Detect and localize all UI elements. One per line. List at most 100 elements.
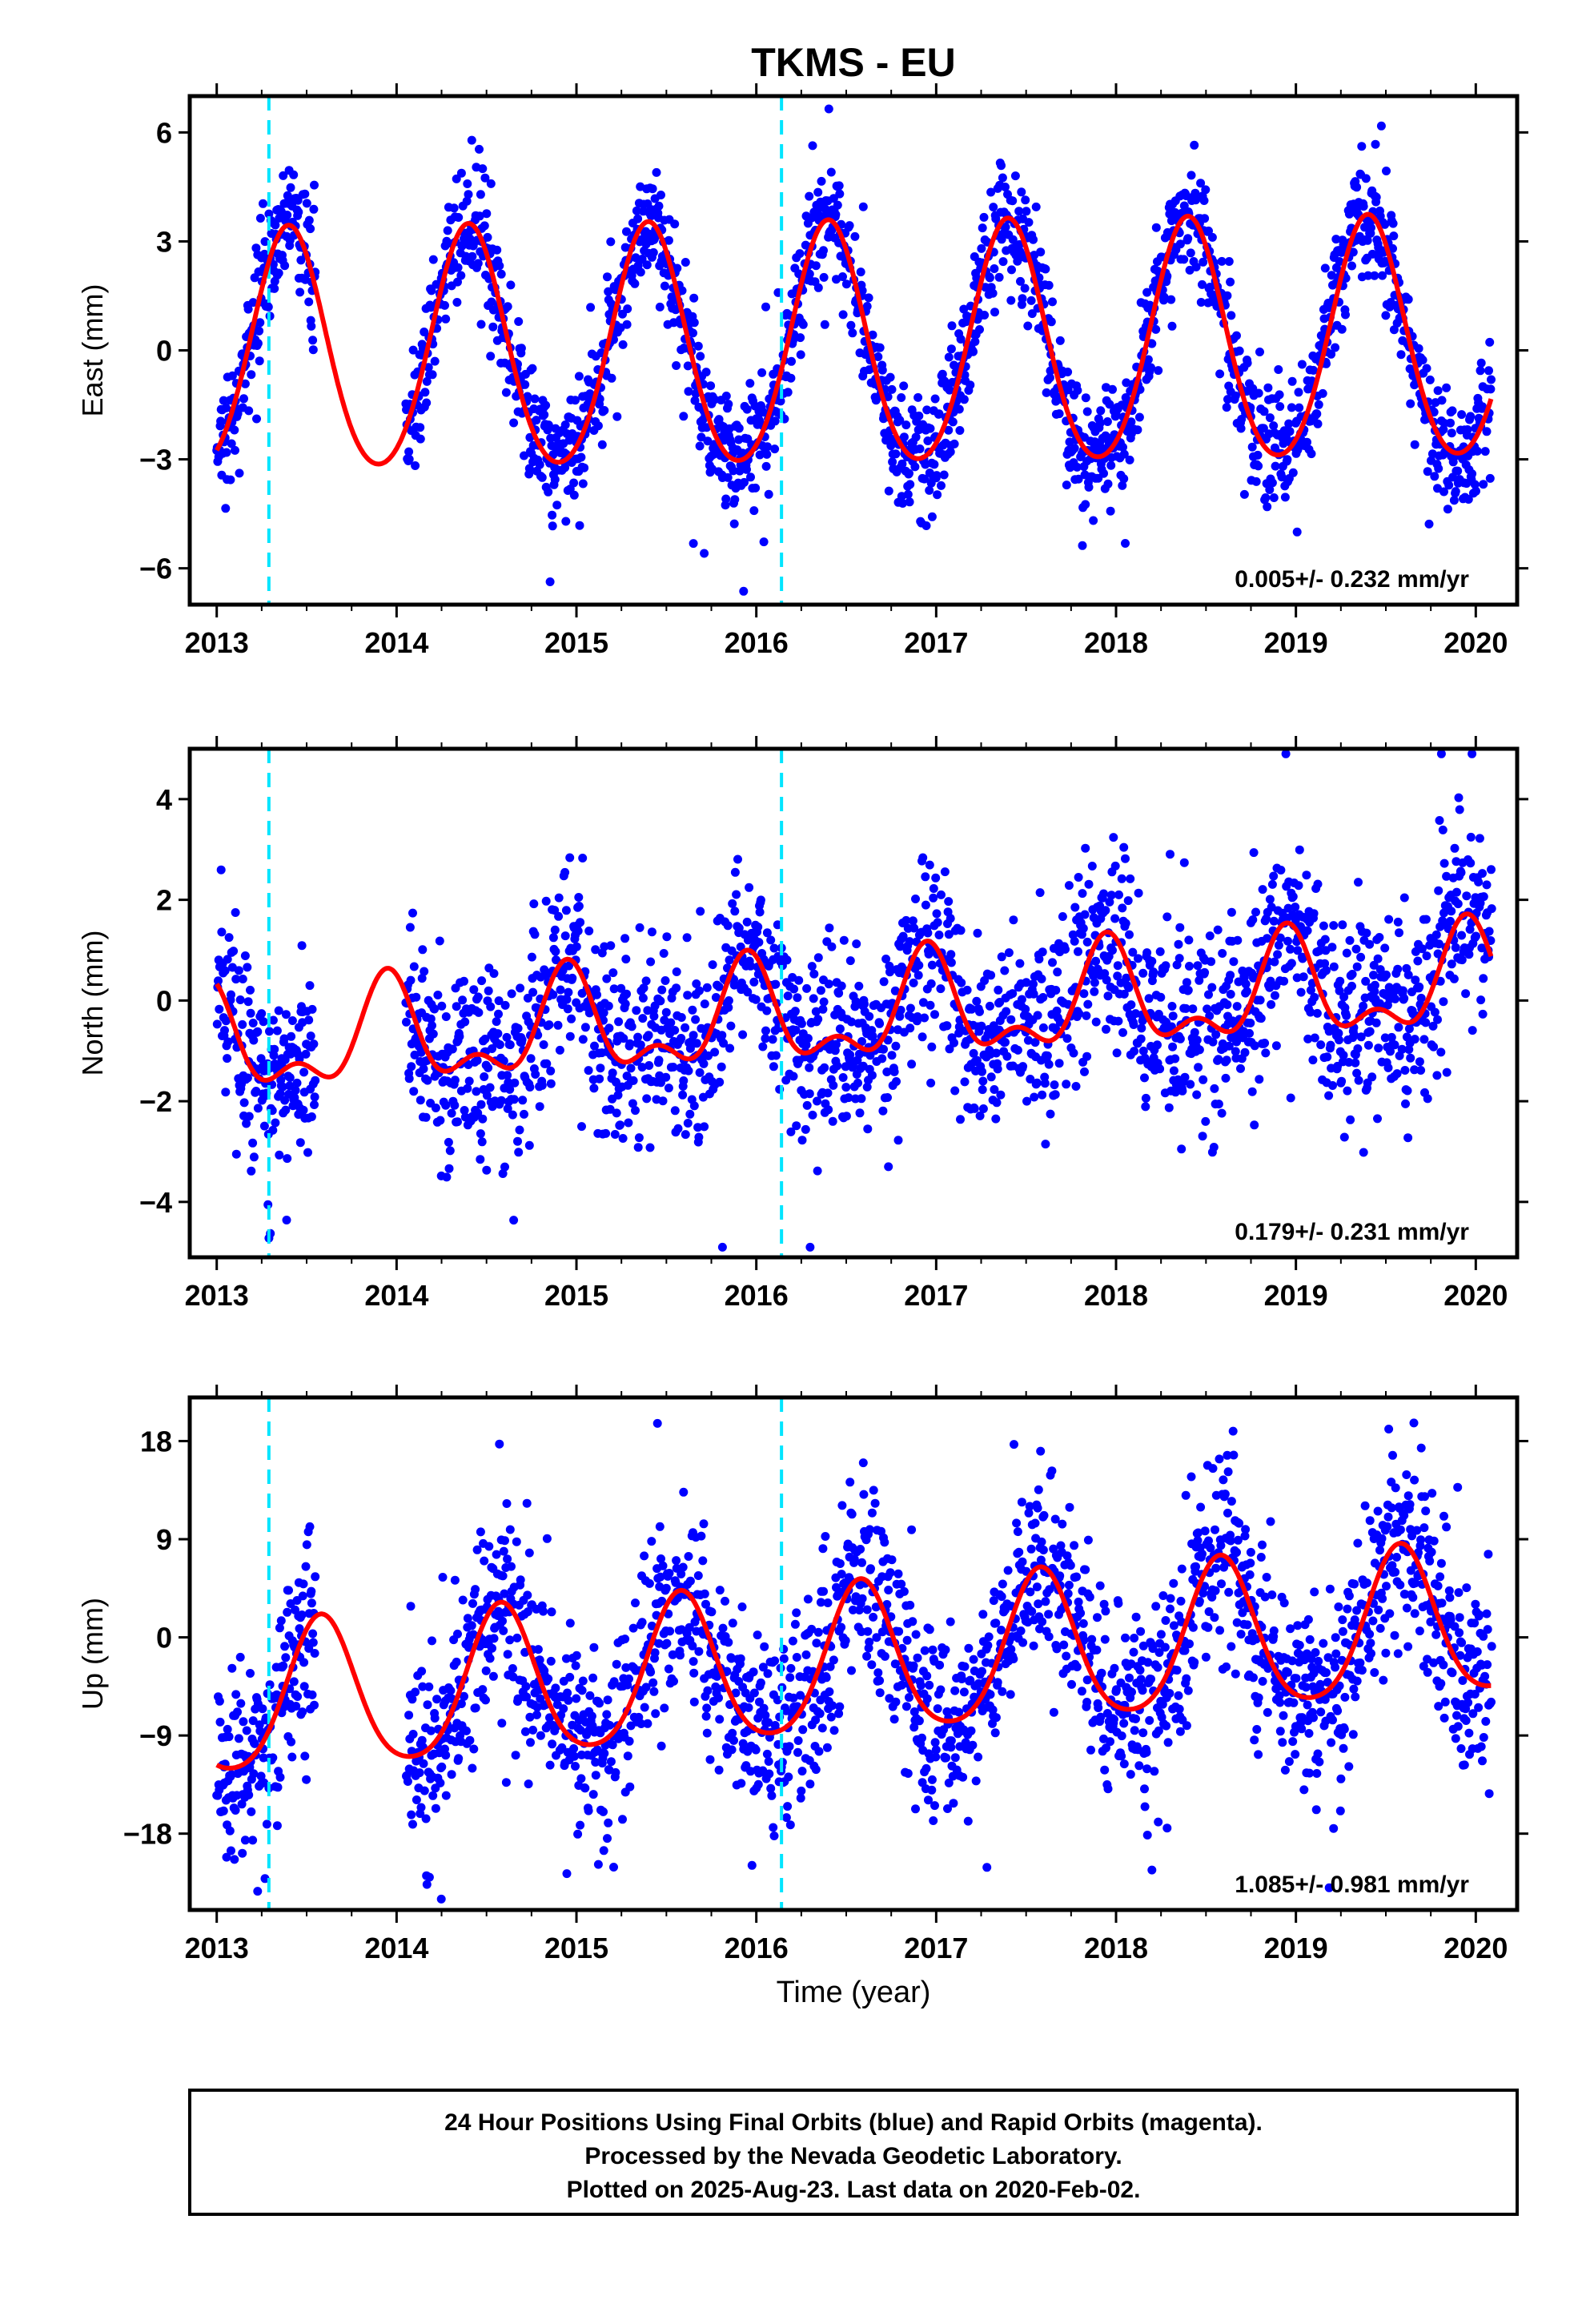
data-point [542,1059,552,1068]
data-point [1119,474,1129,484]
data-point [1122,973,1131,983]
data-point [1099,889,1108,899]
data-point [528,364,537,373]
data-point [734,923,744,933]
data-point [638,993,648,1003]
data-point [1253,450,1263,460]
data-point [1078,923,1088,933]
rate-label: 0.005+/- 0.232 mm/yr [1235,566,1469,593]
data-point [1251,476,1261,486]
data-point [742,917,752,927]
data-point [1223,1000,1232,1009]
data-point [1089,516,1098,525]
data-point [1164,1103,1174,1112]
data-point [236,1699,246,1708]
data-point [692,979,701,988]
data-point [1395,928,1403,938]
data-point [1064,881,1074,891]
data-point [681,258,690,267]
data-point [1273,950,1283,959]
data-point [684,387,693,396]
data-point [467,1621,476,1630]
data-point [1389,325,1399,335]
data-point [1487,375,1496,384]
data-point [672,983,681,993]
data-point [885,967,894,977]
data-point [938,369,947,379]
data-point [432,1695,442,1704]
data-point [766,935,776,945]
data-point [620,934,630,943]
data-point [1451,487,1460,497]
data-point [614,1017,624,1027]
data-point [441,314,451,324]
data-point [1155,947,1165,956]
data-point [408,908,417,918]
data-point [1258,885,1267,895]
data-point [572,1651,581,1660]
data-point [1448,457,1458,467]
data-point [431,1803,440,1813]
data-point [1034,955,1044,964]
data-point [1074,873,1083,882]
data-point [813,1015,823,1024]
data-point [946,958,956,967]
data-point [513,1136,522,1146]
data-point [691,389,701,398]
data-point [307,1690,317,1699]
data-point [946,914,955,923]
data-point [492,245,502,255]
data-point [485,1654,495,1663]
data-point [404,454,414,464]
data-point [281,1653,291,1663]
data-point [1389,231,1399,241]
data-point [404,447,414,456]
data-point [472,1055,482,1065]
data-point [1415,982,1424,991]
data-point [256,1054,266,1063]
data-point [655,302,665,312]
data-point [630,279,640,288]
data-point [932,471,942,480]
data-point [1447,406,1457,416]
data-point [1026,296,1036,305]
data-point [544,420,553,430]
data-point [580,1783,590,1793]
x-tick-label: 2017 [904,626,968,659]
data-point [545,577,555,586]
data-point [1190,140,1199,150]
data-point [1078,541,1087,550]
data-point [791,1025,801,1035]
data-point [1251,907,1260,917]
data-point [441,1100,451,1110]
data-point [1288,892,1298,902]
data-point [1410,1065,1419,1075]
data-point [1350,1031,1359,1040]
data-point [1271,461,1280,471]
data-point [221,504,231,513]
data-point [230,1855,239,1864]
plot-frame-border [187,746,1520,1260]
data-point [809,994,818,1003]
data-point [1382,167,1391,175]
data-point [637,1063,647,1072]
data-point [1430,472,1439,481]
data-point [516,1575,525,1585]
data-point [1403,1133,1413,1143]
data-point [238,975,247,983]
data-point [1215,369,1225,379]
data-point [564,1695,573,1705]
data-point [1284,419,1294,428]
data-point [877,365,887,375]
data-point [729,980,739,990]
data-point [909,978,918,987]
data-point [1248,915,1258,924]
data-point [1204,990,1213,999]
data-point [574,902,584,911]
data-point [980,976,990,985]
data-point [551,1683,560,1693]
data-point [481,1695,490,1705]
data-point [901,420,911,430]
data-point [829,1080,838,1090]
